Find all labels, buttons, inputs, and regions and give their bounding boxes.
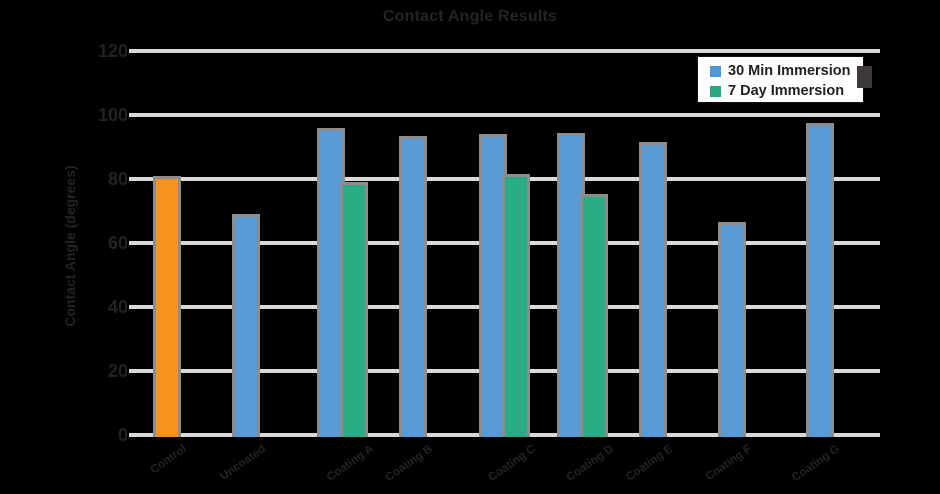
y-tick-label-0: 0 (117, 425, 128, 445)
y-tick-label-120: 120 (97, 41, 128, 61)
bar-uncoated-30-min-immersion (232, 214, 260, 437)
x-tick-label-6: Coating E (624, 443, 675, 484)
bar-coating-e-30-min-immersion (639, 142, 667, 437)
legend-item-7day: 7 Day Immersion (710, 81, 863, 101)
legend: 30 Min Immersion 7 Day Immersion (697, 56, 864, 103)
chart-title: Contact Angle Results (382, 8, 558, 25)
y-tick-label-20: 20 (107, 361, 128, 381)
x-tick-label-0: Control (148, 443, 189, 477)
bar-coating-d-7-day-immersion (580, 193, 608, 437)
legend-swatch-green-icon (710, 85, 721, 97)
legend-swatch-blue-icon (710, 65, 721, 77)
plot-area (129, 49, 880, 437)
y-axis-title: Contact Angle (degrees) (62, 165, 78, 327)
legend-item-30min: 30 Min Immersion (710, 61, 863, 81)
x-tick-label-7: Coating F (703, 443, 754, 484)
bar-coating-g-30-min-immersion (806, 123, 834, 437)
gridline-100 (129, 113, 880, 117)
y-tick-label-60: 60 (107, 233, 128, 253)
y-tick-label-80: 80 (107, 169, 128, 189)
bar-control-control (153, 176, 181, 437)
x-tick-label-4: Coating C (486, 443, 538, 484)
x-tick-label-2: Coating A (324, 443, 376, 484)
x-axis-tick-labels: Control Uncoated Coating A Coating B Coating… (0, 443, 940, 494)
legend-label-7day: 7 Day Immersion (728, 83, 845, 99)
x-tick-label-8: Coating G (789, 443, 842, 485)
x-tick-label-5: Coating D (564, 443, 616, 484)
bar-coating-f-30-min-immersion (718, 222, 746, 437)
y-axis-tick-labels: 120 100 80 60 40 20 0 (82, 41, 128, 445)
legend-edge-artifact (857, 66, 872, 88)
gridline-120 (129, 49, 880, 53)
bar-coating-c-7-day-immersion (502, 174, 530, 437)
bar-coating-a-7-day-immersion (340, 182, 368, 437)
legend-label-30min: 30 Min Immersion (728, 63, 851, 79)
x-tick-label-3: Coating B (383, 443, 435, 484)
bar-coating-b-30-min-immersion (399, 136, 427, 437)
x-tick-label-1: Uncoated (218, 443, 268, 483)
y-tick-label-40: 40 (107, 297, 128, 317)
y-tick-label-100: 100 (97, 105, 128, 125)
